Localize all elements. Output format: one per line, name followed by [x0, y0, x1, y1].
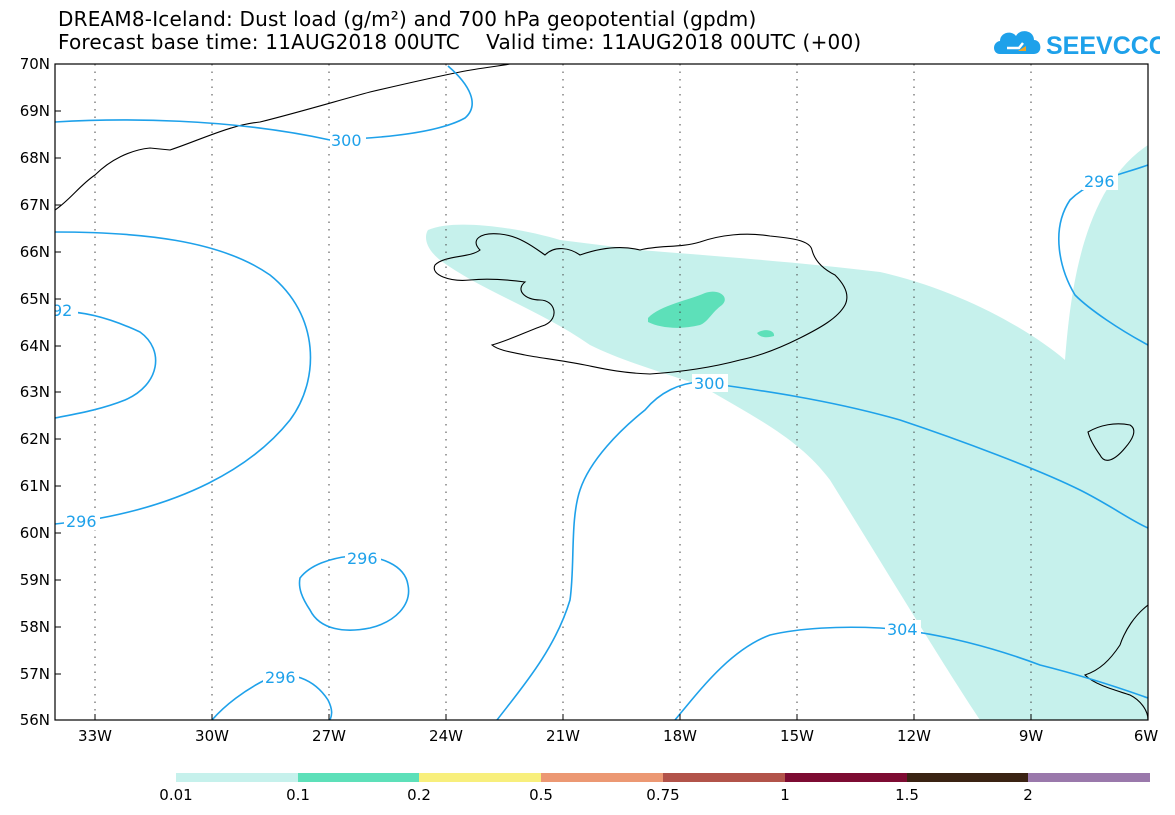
colorbar-bin: [663, 773, 785, 782]
lat-label: 60N: [20, 524, 50, 542]
lat-label: 59N: [20, 571, 50, 589]
dust-plume-mid: [648, 291, 725, 328]
lat-label: 69N: [20, 102, 50, 120]
colorbar-label: 0.5: [529, 786, 553, 804]
lat-label: 70N: [20, 55, 50, 73]
seevccc-logo: SEEVCCC: [994, 31, 1160, 60]
contour-292: [55, 310, 157, 419]
colorbar-bin: [907, 773, 1028, 782]
latitude-axis: 70N 69N 68N 67N 66N 65N 64N 63N 62N 61N …: [20, 55, 61, 729]
dust-plume-mid-small: [757, 330, 775, 338]
colorbar-label: 2: [1023, 786, 1033, 804]
colorbar-bin: [176, 773, 298, 782]
contour-label: 300: [331, 131, 362, 150]
colorbar-bin: [785, 773, 907, 782]
contour-label: 304: [887, 620, 918, 639]
lon-label: 9W: [1019, 727, 1044, 745]
lon-label: 15W: [780, 727, 814, 745]
lat-label: 58N: [20, 618, 50, 636]
lat-label: 57N: [20, 665, 50, 683]
faroe-coast: [1087, 423, 1135, 461]
contour-label: 296: [265, 668, 296, 687]
contour-304: [674, 626, 1148, 720]
lon-label: 12W: [897, 727, 931, 745]
lon-label: 30W: [195, 727, 229, 745]
chart-title: DREAM8-Iceland: Dust load (g/m²) and 700…: [58, 7, 757, 31]
iceland-coast: [433, 233, 848, 375]
lon-label: 18W: [663, 727, 697, 745]
colorbar-bin: [298, 773, 419, 782]
lat-label: 67N: [20, 196, 50, 214]
lon-label: 6W: [1134, 727, 1159, 745]
colorbar-bin: [1028, 773, 1150, 782]
lat-label: 63N: [20, 383, 50, 401]
contour-label: 296: [66, 512, 97, 531]
contour-label: 300: [694, 374, 725, 393]
logo-text: SEEVCCC: [1046, 32, 1160, 60]
longitude-axis: 33W 30W 27W 24W 21W 18W 15W 12W 9W 6W: [78, 714, 1158, 745]
lat-label: 56N: [20, 711, 50, 729]
dust-plume-low: [425, 145, 1148, 720]
lat-label: 61N: [20, 477, 50, 495]
colorbar-label: 0.1: [286, 786, 310, 804]
lat-label: 62N: [20, 430, 50, 448]
lat-label: 64N: [20, 337, 50, 355]
colorbar-label: 0.75: [646, 786, 679, 804]
greenland-coast: [55, 64, 511, 211]
cloud-icon: [994, 31, 1041, 54]
contour-300-north: [55, 65, 473, 141]
scotland-coast: [1083, 604, 1148, 720]
contour-300-central: [496, 381, 1148, 720]
lon-label: 24W: [429, 727, 463, 745]
lat-label: 68N: [20, 149, 50, 167]
lon-label: 33W: [78, 727, 112, 745]
contour-label: 296: [347, 549, 378, 568]
contour-label: 92: [52, 301, 72, 320]
colorbar: 0.01 0.1 0.2 0.5 0.75 1 1.5 2: [159, 773, 1150, 804]
colorbar-label: 1.5: [895, 786, 919, 804]
contour-label: 296: [1084, 172, 1115, 191]
colorbar-bin: [419, 773, 541, 782]
contour-296-west: [55, 231, 312, 525]
chart-subtitle-times: Forecast base time: 11AUG2018 00UTC Vali…: [58, 30, 862, 54]
colorbar-label: 0.2: [407, 786, 431, 804]
lon-label: 21W: [546, 727, 580, 745]
colorbar-label: 0.01: [159, 786, 192, 804]
colorbar-bin: [541, 773, 663, 782]
lon-label: 27W: [312, 727, 346, 745]
lat-label: 66N: [20, 243, 50, 261]
colorbar-label: 1: [780, 786, 790, 804]
lat-label: 65N: [20, 290, 50, 308]
